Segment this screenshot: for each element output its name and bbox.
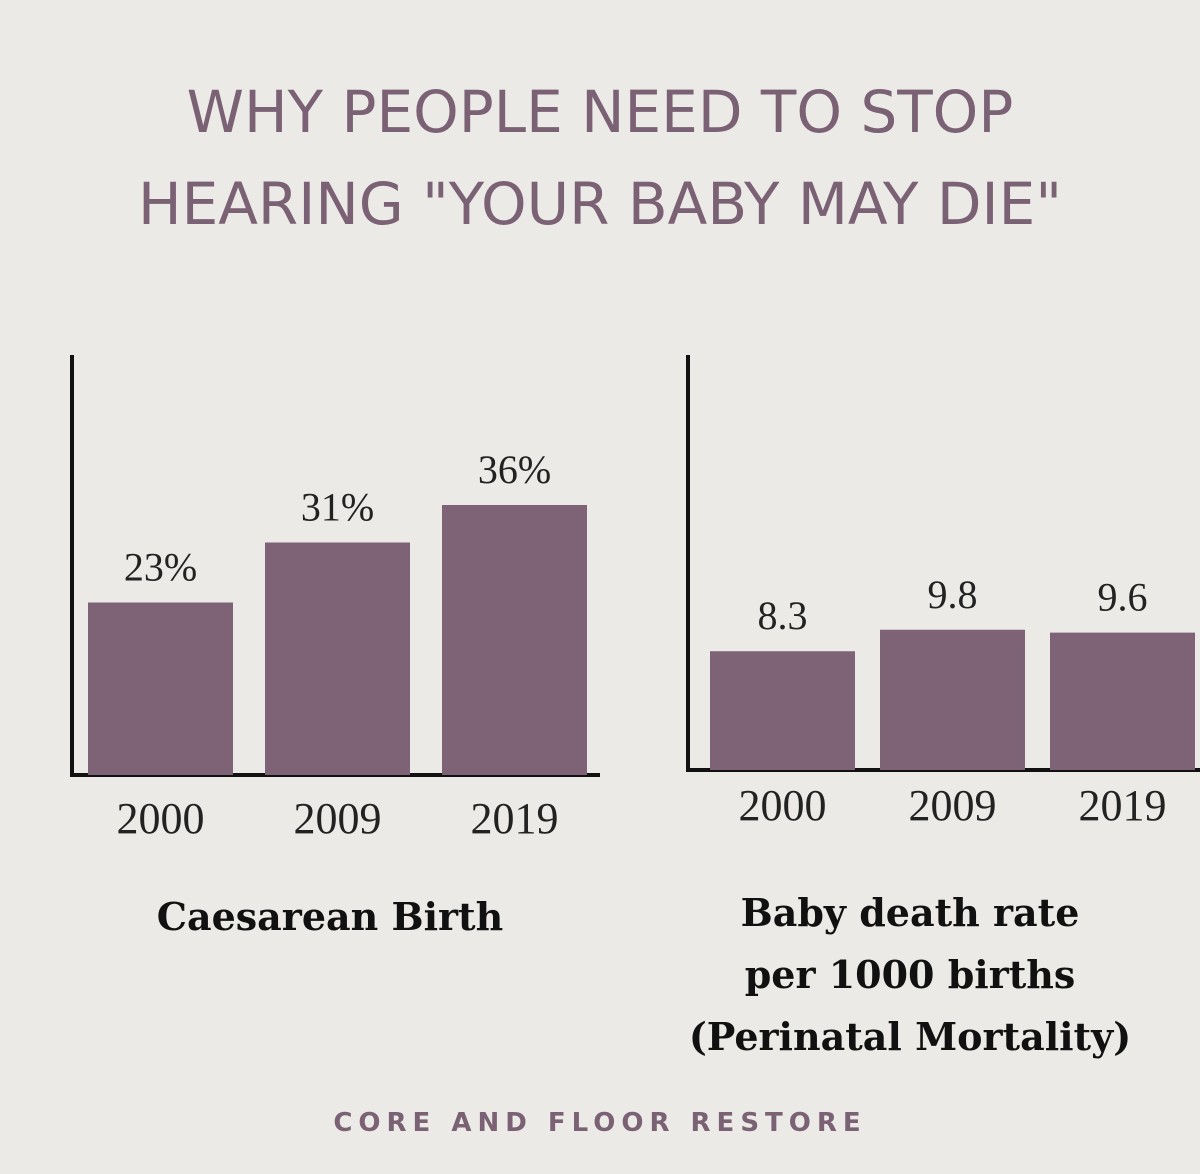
x-tick-label-2019: 2019 <box>471 794 559 843</box>
data-label-2009: 9.8 <box>928 572 978 617</box>
data-label-2019: 9.6 <box>1098 575 1148 620</box>
x-tick-label-2000: 2000 <box>739 781 827 830</box>
brand-footer: CORE AND FLOOR RESTORE <box>333 1108 867 1138</box>
x-tick-label-2009: 2009 <box>294 794 382 843</box>
x-tick-label-2000: 2000 <box>117 794 205 843</box>
data-label-2009: 31% <box>301 485 374 530</box>
page-title-line-1: WHY PEOPLE NEED TO STOP <box>186 78 1014 146</box>
x-tick-label-2019: 2019 <box>1079 781 1167 830</box>
x-tick-label-2009: 2009 <box>909 781 997 830</box>
bar-2019 <box>1050 632 1195 770</box>
bar-2009 <box>880 629 1025 770</box>
perinatal-mortality-chart-svg: 8.3 2000 9.8 2009 9.6 2019 <box>686 355 1200 830</box>
data-label-2000: 23% <box>124 545 197 590</box>
data-label-2019: 36% <box>478 447 551 492</box>
perinatal-mortality-caption-line-3: (Perinatal Mortality) <box>688 1014 1132 1059</box>
caesarean-birth-chart-svg: 23% 2000 31% 2009 36% 2019 <box>70 355 600 843</box>
caesarean-birth-chart: 23% 2000 31% 2009 36% 2019 <box>0 300 640 900</box>
bar-2009 <box>265 542 410 775</box>
caesarean-birth-caption: Caesarean Birth <box>156 894 504 939</box>
page-title-line-2: HEARING "YOUR BABY MAY DIE" <box>137 170 1062 238</box>
perinatal-mortality-caption: Baby death rate per 1000 births (Perinat… <box>640 882 1180 1068</box>
bar-2000 <box>88 602 233 775</box>
bar-2000 <box>710 651 855 770</box>
perinatal-mortality-caption-line-2: per 1000 births <box>744 952 1076 997</box>
bar-2019 <box>442 505 587 775</box>
data-label-2000: 8.3 <box>758 593 808 638</box>
perinatal-mortality-caption-line-1: Baby death rate <box>740 890 1080 935</box>
perinatal-mortality-chart: 8.3 2000 9.8 2009 9.6 2019 <box>640 300 1200 900</box>
